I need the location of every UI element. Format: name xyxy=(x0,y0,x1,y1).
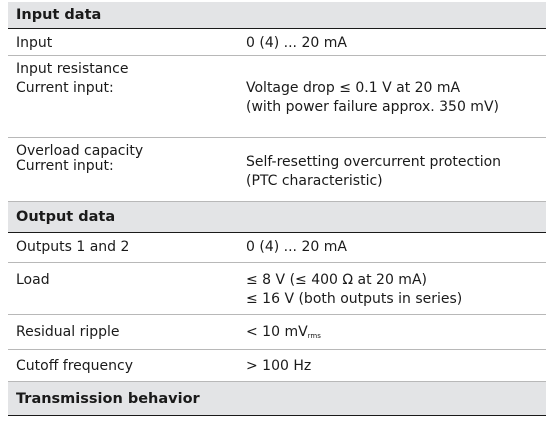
row-value: Self-resetting overcurrent protection xyxy=(246,154,502,170)
rms-subscript: rms xyxy=(307,332,321,340)
row-load: Load ≤ 8 V (≤ 400 Ω at 20 mA) ≤ 16 V (bo… xyxy=(8,263,546,315)
section-input-data: Input data xyxy=(8,2,546,28)
row-label: Load xyxy=(16,272,50,288)
row-sublabel: Current input: xyxy=(16,158,114,174)
row-value: 0 (4) ... 20 mA xyxy=(246,35,347,51)
row-value-cont: (PTC characteristic) xyxy=(246,173,383,189)
row-residual-ripple: Residual ripple < 10 mVrms xyxy=(8,315,546,350)
row-label: Input resistance xyxy=(16,61,129,77)
row-value: Voltage drop ≤ 0.1 V at 20 mA xyxy=(246,80,461,96)
spec-table: Input data Input 0 (4) ... 20 mA Input r… xyxy=(8,2,546,416)
row-value: ≤ 8 V (≤ 400 Ω at 20 mA) xyxy=(246,272,427,288)
section-transmission-behavior: Transmission behavior xyxy=(8,382,546,416)
row-value: < 10 mV xyxy=(246,324,308,340)
section-title: Transmission behavior xyxy=(16,390,200,407)
row-overload-capacity: Overload capacity Current input: Self-re… xyxy=(8,138,546,202)
row-value-cont: ≤ 16 V (both outputs in series) xyxy=(246,291,463,307)
row-value: 0 (4) ... 20 mA xyxy=(246,239,347,255)
section-title: Input data xyxy=(16,7,102,23)
row-label: Overload capacity xyxy=(16,143,144,159)
row-cutoff-frequency: Cutoff frequency > 100 Hz xyxy=(8,350,546,382)
row-label: Input xyxy=(16,35,53,51)
section-title: Output data xyxy=(16,209,116,225)
section-output-data: Output data xyxy=(8,202,546,232)
row-label: Outputs 1 and 2 xyxy=(16,239,130,255)
row-outputs: Outputs 1 and 2 0 (4) ... 20 mA xyxy=(8,232,546,263)
row-value-cont: (with power failure approx. 350 mV) xyxy=(246,99,499,115)
row-input: Input 0 (4) ... 20 mA xyxy=(8,28,546,56)
row-input-resistance: Input resistance Current input: Voltage … xyxy=(8,56,546,138)
row-value: > 100 Hz xyxy=(246,358,312,374)
row-label: Cutoff frequency xyxy=(16,358,134,374)
row-sublabel: Current input: xyxy=(16,80,114,96)
row-label: Residual ripple xyxy=(16,324,120,340)
